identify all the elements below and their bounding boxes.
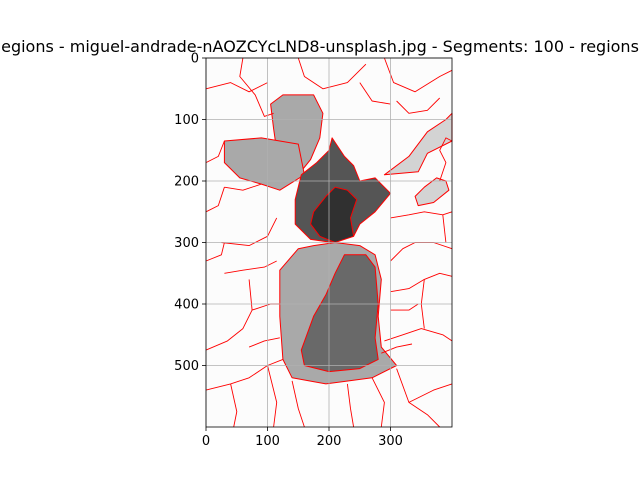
- segment-boundary: [408, 383, 453, 403]
- x-tick-label: 0: [202, 434, 210, 449]
- segment-boundary: [390, 211, 453, 219]
- segment-boundary: [205, 140, 225, 164]
- y-tick-label: 300: [174, 236, 199, 251]
- segment-boundary: [390, 303, 419, 311]
- x-axis: 0 100 200 300: [202, 427, 403, 449]
- segment-boundary: [346, 383, 355, 428]
- y-tick-label: 400: [174, 298, 199, 313]
- segment-boundary-layer: [205, 57, 453, 428]
- segment-boundary: [371, 377, 385, 428]
- y-axis: 0 100 200 300 400 500: [174, 52, 206, 374]
- region-layer: [223, 94, 453, 385]
- x-tick-label: 200: [317, 434, 342, 449]
- segment-boundary: [291, 380, 305, 428]
- segment-boundary: [205, 187, 225, 213]
- x-tick-label: 100: [255, 434, 280, 449]
- segment-boundary: [359, 82, 391, 105]
- segment-boundary: [442, 214, 447, 243]
- segment-boundary: [221, 217, 278, 247]
- segment-boundary: [205, 279, 253, 351]
- segment-boundary: [297, 57, 367, 90]
- segment-boundary: [224, 260, 277, 274]
- segment-boundary: [205, 358, 284, 391]
- segment-boundary: [205, 242, 225, 262]
- segment-boundary: [205, 82, 268, 93]
- x-tick-label: 300: [378, 434, 403, 449]
- y-tick-label: 500: [174, 359, 199, 374]
- segment-boundary: [224, 183, 262, 191]
- y-tick-label: 100: [174, 113, 199, 128]
- segment-region: [300, 254, 379, 373]
- y-tick-label: 200: [174, 175, 199, 190]
- segment-region: [223, 137, 305, 191]
- plot-area: [205, 57, 453, 428]
- segment-boundary: [381, 343, 413, 354]
- segment-boundary: [439, 137, 453, 182]
- segment-boundary: [396, 368, 441, 428]
- segment-region: [414, 177, 450, 207]
- segment-boundary: [267, 365, 278, 428]
- segment-boundary: [248, 337, 280, 348]
- y-tick-label: 0: [191, 52, 199, 67]
- segment-region: [310, 186, 358, 243]
- segment-boundary: [230, 383, 238, 428]
- segment-boundary: [396, 97, 441, 114]
- segment-boundary: [384, 328, 453, 342]
- chart-title: egions - miguel-andrade-nAOZCYcLND8-unsp…: [1, 37, 639, 56]
